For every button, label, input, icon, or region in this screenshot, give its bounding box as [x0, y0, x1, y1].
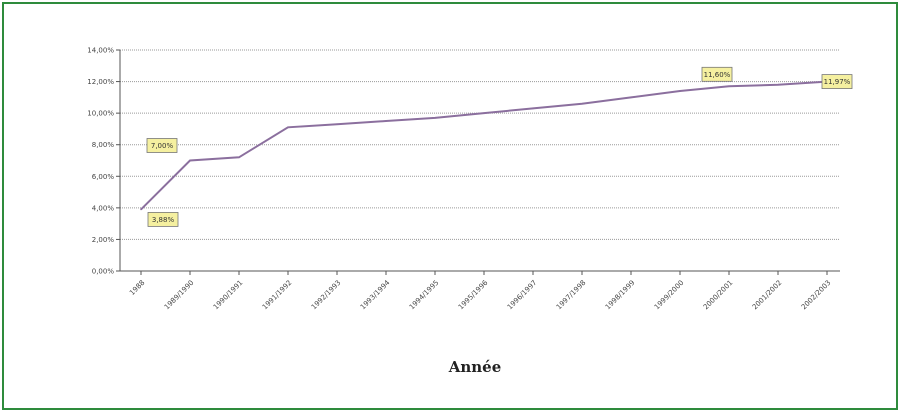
- data-point: [385, 120, 387, 122]
- y-tick-label: 6,00%: [92, 173, 115, 181]
- data-point: [483, 112, 485, 114]
- series-group: [140, 80, 828, 211]
- y-axis: 0,00% 2,00% 4,00% 6,00% 8,00% 10,00% 12,00% 14,…: [87, 47, 121, 276]
- y-tick-label: 8,00%: [92, 141, 115, 149]
- data-point: [238, 156, 240, 159]
- data-label: 3,88%: [147, 212, 179, 227]
- x-tick-label: 1996/1997: [506, 279, 539, 312]
- data-label: 11,97%: [821, 74, 853, 89]
- data-label: 11,60%: [701, 66, 733, 82]
- y-tick-label: 4,00%: [92, 204, 115, 212]
- data-label-text: 11,97%: [824, 78, 851, 86]
- data-label-text: 11,60%: [704, 71, 731, 79]
- y-tick-label: 0,00%: [92, 268, 115, 276]
- x-tick-label: 2002/2003: [800, 279, 833, 312]
- data-labels: 3,88% 7,00% 11,60% 11,97%: [146, 66, 853, 227]
- x-axis-label: Année: [448, 358, 502, 376]
- x-tick-label: 1993/1994: [359, 278, 392, 311]
- x-tick-label: 1991/1992: [261, 279, 294, 312]
- x-tick-label: 2000/2001: [702, 279, 735, 312]
- data-point: [140, 208, 142, 211]
- x-tick-label: 1997/1998: [555, 279, 588, 312]
- y-tick-label: 2,00%: [92, 236, 115, 244]
- data-point: [581, 102, 583, 105]
- data-point: [679, 90, 681, 92]
- series-line: [140, 80, 828, 211]
- gridlines: [120, 49, 840, 272]
- data-point: [728, 85, 730, 88]
- data-point: [189, 159, 191, 162]
- data-label-box: [147, 212, 179, 227]
- x-tick-label: 1990/1991: [212, 279, 245, 312]
- x-tick-label: 1995/1996: [457, 278, 490, 311]
- data-label: 7,00%: [146, 138, 178, 153]
- data-point: [336, 123, 338, 125]
- data-point: [630, 96, 632, 99]
- data-label-text: 3,88%: [152, 216, 175, 224]
- data-point: [532, 107, 534, 110]
- x-tick-label: 1992/1993: [310, 279, 343, 312]
- x-tick-label: 2001/2002: [751, 279, 784, 312]
- x-tick-label: 1994/1995: [408, 279, 441, 312]
- y-tick-label: 14,00%: [87, 47, 114, 55]
- data-point: [434, 117, 436, 119]
- x-tick-label: 1989/1990: [163, 279, 196, 312]
- x-tick-label: 1998/1999: [604, 279, 637, 312]
- data-label-box: [146, 138, 178, 153]
- x-tick-label: 1988: [128, 279, 146, 297]
- data-point: [287, 126, 289, 129]
- x-axis: 1988 1989/1990 1990/1991 1991/1992 1992/1993…: [128, 271, 832, 311]
- x-tick-label: 1999/2000: [653, 279, 686, 312]
- y-tick-label: 12,00%: [87, 78, 114, 86]
- data-label-box: [701, 66, 733, 82]
- data-label-text: 7,00%: [151, 142, 174, 150]
- y-tick-label: 10,00%: [87, 110, 114, 118]
- data-point: [777, 83, 779, 86]
- data-label-box: [821, 74, 853, 89]
